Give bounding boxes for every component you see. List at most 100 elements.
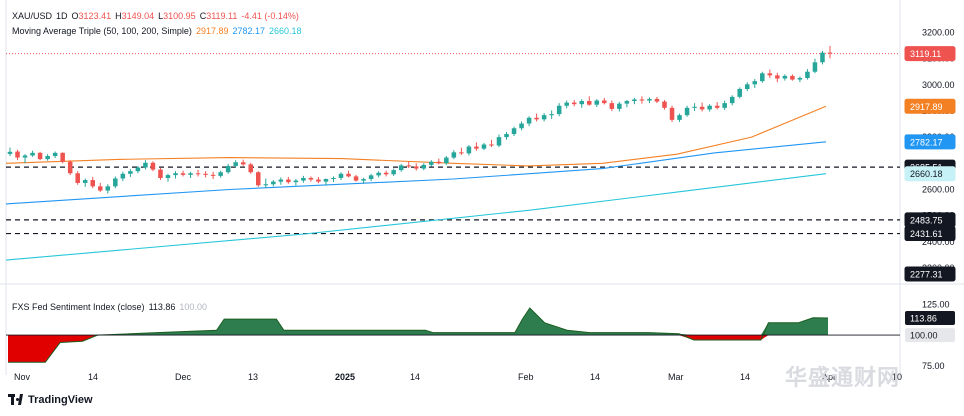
price-badge-bg	[904, 266, 956, 282]
candle-body	[496, 137, 502, 146]
indicator-badge: 113.86	[905, 311, 955, 326]
candle-body	[271, 181, 276, 185]
candle	[338, 172, 344, 181]
candle-body	[286, 179, 291, 183]
candle	[203, 171, 208, 178]
candle-body	[218, 172, 223, 176]
candle-body	[556, 105, 562, 115]
candle	[293, 179, 299, 186]
candle-body	[188, 173, 193, 175]
ma200-value: 2660.18	[269, 26, 302, 36]
candle-body	[594, 100, 600, 105]
candle	[180, 170, 186, 177]
candle-body	[707, 105, 712, 110]
candle-body	[376, 172, 381, 176]
candle	[429, 160, 434, 167]
candle-body	[346, 173, 351, 177]
x-tick-label: Mar	[668, 372, 684, 382]
price-badge: 3119.11	[904, 46, 956, 62]
x-tick-label: Feb	[518, 372, 534, 382]
candle	[459, 147, 464, 155]
candle-body	[195, 173, 201, 175]
ma200-line	[5, 173, 827, 261]
candle	[594, 99, 600, 108]
candle	[45, 154, 50, 161]
time-axis[interactable]: Nov 14 Dec 13 2025 14 Feb 14 Mar 14 Apr 10	[14, 372, 902, 382]
open-field: O3123.41	[72, 11, 112, 21]
ma-legend[interactable]: Moving Average Triple (50, 100, 200, Sim…	[12, 26, 306, 36]
candle	[150, 161, 156, 172]
candle	[158, 168, 163, 181]
candle	[767, 69, 773, 79]
candle	[541, 113, 547, 122]
candle-body	[669, 107, 675, 120]
candle-body	[549, 114, 554, 116]
price-badges: 3119.112917.892782.172685.512660.182483.…	[904, 46, 956, 343]
indicator-legend[interactable]: FXS Fed Sentiment Index (close) 113.86 100…	[12, 302, 211, 312]
candle-body	[278, 179, 284, 182]
candle	[120, 171, 126, 182]
candle-body	[15, 151, 20, 158]
tradingview-logo[interactable]: TradingView	[8, 394, 93, 406]
price-badge: 2782.17	[904, 134, 956, 150]
candle	[52, 151, 58, 159]
candle-body	[90, 180, 96, 187]
candle-body	[203, 173, 208, 175]
candle-body	[752, 81, 758, 85]
price-badge-text: 2782.17	[910, 137, 943, 147]
candle	[37, 151, 43, 161]
high-value: 3149.04	[121, 11, 155, 21]
price-badge-bg	[904, 46, 956, 62]
candle	[316, 176, 321, 184]
indicator-tick-label: 75.00	[922, 361, 945, 371]
candle	[331, 176, 336, 183]
low-value: 3100.95	[163, 11, 196, 21]
x-tick-label: 2025	[335, 372, 355, 382]
x-tick-label: 14	[740, 372, 750, 382]
candle	[105, 184, 111, 194]
candle	[654, 96, 660, 104]
open-label: O	[71, 11, 79, 21]
indicator-badge: 100.00	[905, 328, 955, 343]
low-field: L3100.95	[158, 11, 196, 21]
candle	[511, 126, 517, 137]
candle-body	[143, 162, 148, 168]
candle-body	[406, 165, 411, 167]
candle	[587, 96, 592, 106]
indicator-axis[interactable]: 125.00 75.00	[922, 299, 950, 371]
candle-body	[113, 178, 118, 187]
candle	[353, 174, 359, 182]
candle-body	[52, 152, 58, 156]
x-tick-label: Nov	[14, 372, 31, 382]
candle-body	[632, 99, 637, 102]
candle-body	[564, 102, 569, 106]
candle	[323, 178, 329, 186]
price-badge: 2917.89	[904, 98, 956, 114]
candle	[526, 116, 532, 127]
candle	[60, 152, 65, 164]
candle-body	[158, 169, 163, 178]
candle	[692, 103, 697, 111]
candle-body	[466, 146, 472, 154]
high-field: H3149.04	[115, 11, 154, 21]
price-badge-text: 2660.18	[910, 169, 943, 179]
candle-body	[624, 101, 630, 104]
candle-body	[519, 123, 524, 129]
candle-body	[255, 172, 261, 186]
candle-body	[760, 73, 765, 82]
indicator-badge-text: 100.00	[910, 331, 938, 341]
ma50-line	[5, 105, 827, 167]
candle	[760, 71, 765, 83]
candle-body	[421, 164, 427, 169]
grid	[0, 0, 964, 380]
candle-body	[699, 106, 705, 110]
candle-body	[353, 176, 359, 181]
candle-body	[60, 152, 65, 162]
candle-body	[647, 98, 652, 101]
ohlc-legend[interactable]: XAU/USD 1D O3123.41 H3149.04 L3100.95 C3119.1…	[12, 11, 303, 21]
candle-body	[654, 98, 660, 102]
candle	[812, 58, 818, 74]
candle-body	[775, 75, 780, 79]
candle-body	[37, 152, 43, 160]
indicator-title: FXS Fed Sentiment Index (close)	[12, 302, 145, 312]
